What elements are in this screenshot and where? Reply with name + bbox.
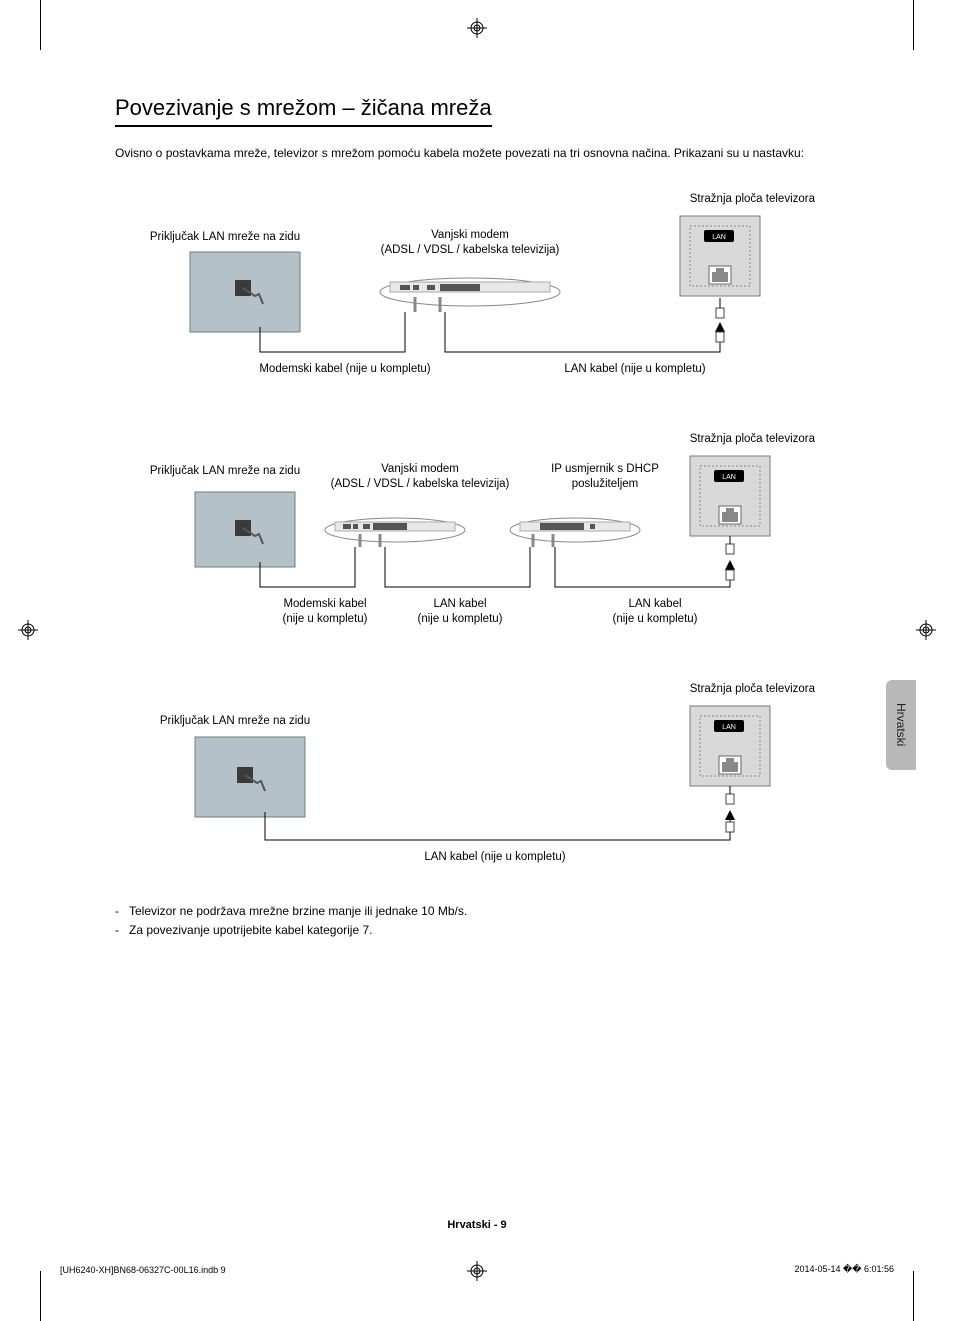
modem-label: Vanjski modem (ADSL / VDSL / kabelska te… — [310, 462, 530, 492]
tv-panel-label: Stražnja ploča televizora — [655, 192, 815, 207]
cable-label-line2: (nije u kompletu) — [282, 613, 367, 625]
modem-sub: (ADSL / VDSL / kabelska televizija) — [381, 244, 560, 256]
tv-panel-label: Stražnja ploča televizora — [655, 682, 815, 697]
crop-mark — [913, 1271, 914, 1321]
registration-mark-icon — [916, 620, 936, 640]
registration-mark-icon — [467, 18, 487, 38]
cable-label-line1: Modemski kabel — [283, 598, 366, 610]
crop-mark — [40, 0, 41, 50]
intro-text: Ovisno o postavkama mreže, televizor s m… — [115, 145, 835, 162]
diagram-svg: LAN — [115, 682, 835, 872]
page-footer: Hrvatski - 9 — [0, 1219, 954, 1231]
connection-diagram-3: Stražnja ploča televizora Priključak LAN… — [115, 682, 835, 872]
print-timestamp: 2014-05-14 �� 6:01:56 — [794, 1264, 894, 1275]
svg-text:LAN: LAN — [722, 724, 736, 731]
wall-port-label: Priključak LAN mreže na zidu — [135, 714, 335, 729]
crop-mark — [913, 0, 914, 50]
page-content: Povezivanje s mrežom – žičana mreža Ovis… — [115, 95, 835, 940]
router-sub: poslužiteljem — [572, 478, 638, 490]
wall-port-label: Priključak LAN mreže na zidu — [135, 464, 315, 479]
registration-mark-icon — [467, 1261, 487, 1281]
cable-label-line1: LAN kabel — [433, 598, 486, 610]
modem-label: Vanjski modem (ADSL / VDSL / kabelska te… — [370, 228, 570, 258]
cable-label-line1: LAN kabel — [628, 598, 681, 610]
router-title: IP usmjernik s DHCP — [551, 463, 659, 475]
modem-title: Vanjski modem — [431, 229, 509, 241]
lan-cable-label: LAN kabel (nije u kompletu) — [395, 850, 595, 865]
print-file-info: [UH6240-XH]BN68-06327C-00L16.indb 9 — [60, 1265, 226, 1275]
lan-cable-label: LAN kabel (nije u kompletu) — [535, 362, 735, 377]
svg-text:LAN: LAN — [722, 474, 736, 481]
note-item: Za povezivanje upotrijebite kabel katego… — [115, 921, 835, 940]
language-tab: Hrvatski — [886, 680, 916, 770]
cable-label-line2: (nije u kompletu) — [417, 613, 502, 625]
lan-cable-label: LAN kabel (nije u kompletu) — [400, 597, 520, 627]
wall-port-label: Priključak LAN mreže na zidu — [135, 230, 315, 245]
language-tab-label: Hrvatski — [894, 703, 908, 746]
modem-cable-label: Modemski kabel (nije u kompletu) — [265, 597, 385, 627]
modem-sub: (ADSL / VDSL / kabelska televizija) — [331, 478, 510, 490]
svg-text:LAN: LAN — [712, 234, 726, 241]
page-title: Povezivanje s mrežom – žičana mreža — [115, 95, 492, 127]
crop-mark — [40, 1271, 41, 1321]
modem-title: Vanjski modem — [381, 463, 459, 475]
notes-list: Televizor ne podržava mrežne brzine manj… — [115, 902, 835, 940]
registration-mark-icon — [18, 620, 38, 640]
note-item: Televizor ne podržava mrežne brzine manj… — [115, 902, 835, 921]
router-label: IP usmjernik s DHCP poslužiteljem — [515, 462, 695, 492]
cable-label-line2: (nije u kompletu) — [612, 613, 697, 625]
connection-diagram-2: Stražnja ploča televizora Priključak LAN… — [115, 432, 835, 652]
tv-panel-label: Stražnja ploča televizora — [655, 432, 815, 447]
lan-cable-label: LAN kabel (nije u kompletu) — [595, 597, 715, 627]
modem-cable-label: Modemski kabel (nije u kompletu) — [235, 362, 455, 377]
connection-diagram-1: Stražnja ploča televizora Priključak LAN… — [115, 192, 835, 392]
